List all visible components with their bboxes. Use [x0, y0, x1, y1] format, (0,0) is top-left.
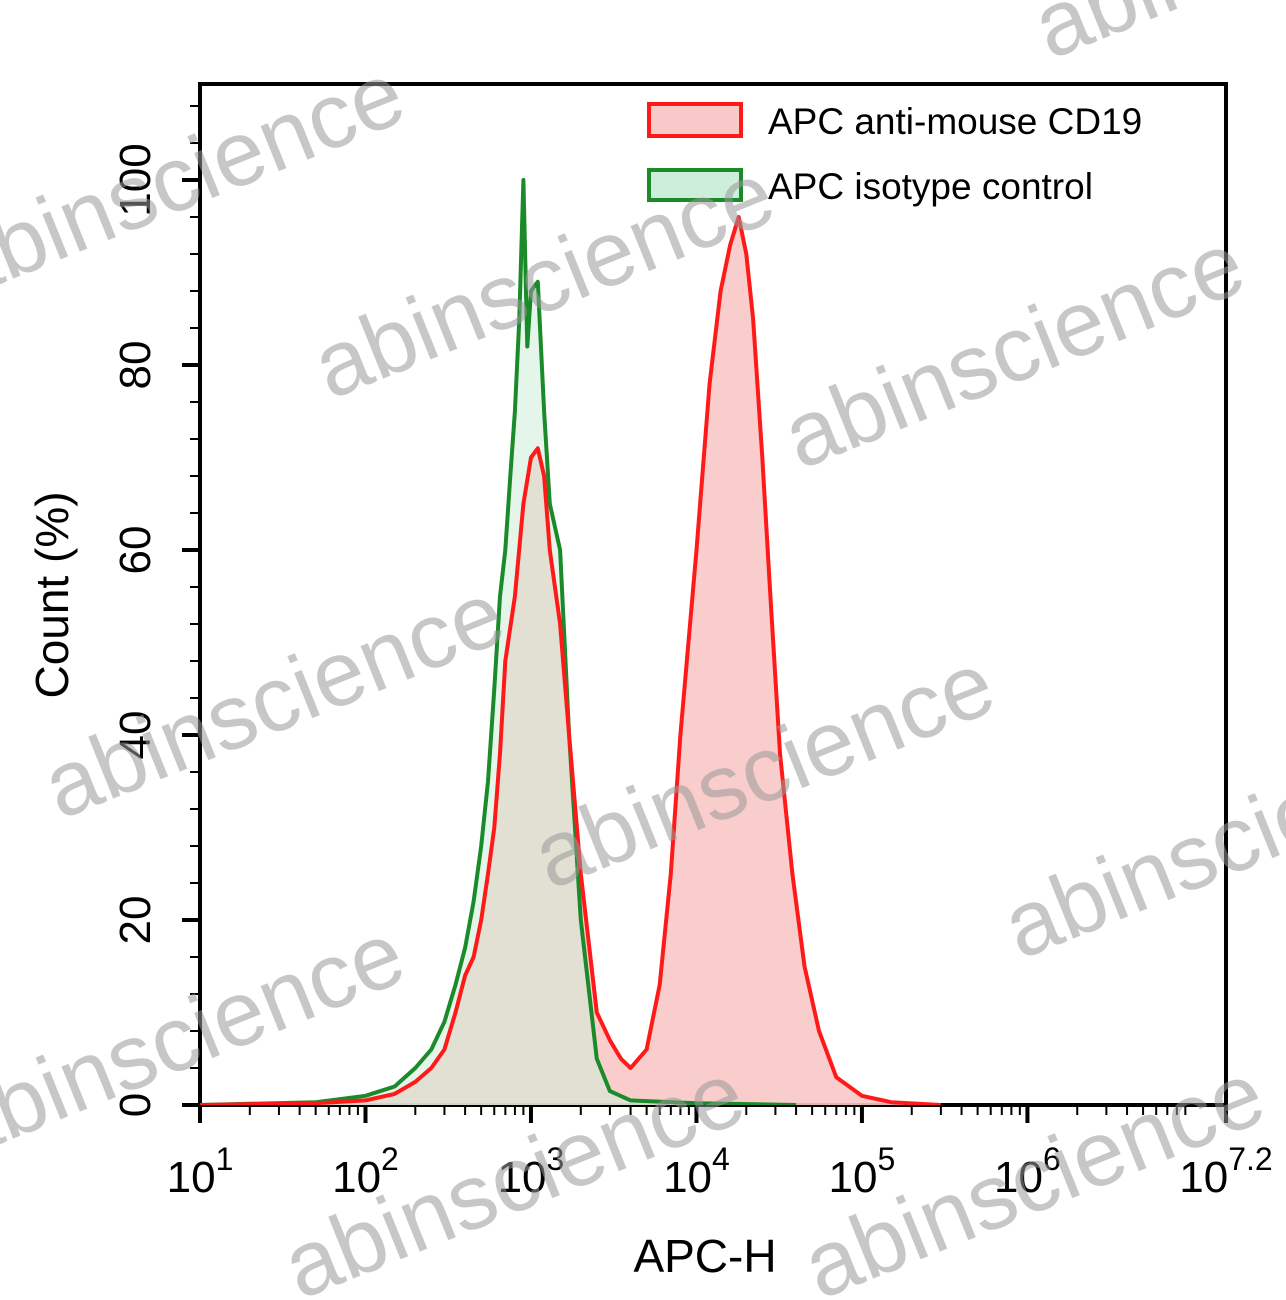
watermark-text: abinscience	[1019, 0, 1286, 79]
x-tick-label-exp: 1	[216, 1141, 234, 1177]
series-group	[200, 178, 942, 1105]
x-axis-title: APC-H	[633, 1230, 776, 1282]
y-tick-label: 60	[111, 526, 160, 575]
y-tick-label: 0	[111, 1093, 160, 1117]
x-tick-label-base: 10	[332, 1153, 381, 1202]
legend-label-apc-anti-mouse-cd19: APC anti-mouse CD19	[768, 101, 1142, 142]
x-tick-label-base: 10	[994, 1153, 1043, 1202]
x-tick-label-base: 10	[829, 1153, 878, 1202]
x-tick-label-base: 10	[498, 1153, 547, 1202]
x-tick-label-exp: 4	[712, 1141, 730, 1177]
x-tick-label-exp: 7.2	[1228, 1141, 1272, 1177]
x-tick-label-base: 10	[663, 1153, 712, 1202]
y-axis-title: Count (%)	[26, 491, 78, 698]
x-axis-ticks: 101 102 103 104 105 106 107.2	[167, 1105, 1273, 1202]
x-tick-label: 102	[332, 1141, 399, 1202]
x-tick-label: 106	[994, 1141, 1061, 1202]
y-tick-label: 20	[111, 896, 160, 945]
x-tick-label-exp: 6	[1043, 1141, 1061, 1177]
x-tick-label: 107.2	[1179, 1141, 1272, 1202]
x-tick-label-exp: 5	[878, 1141, 896, 1177]
y-tick-label: 80	[111, 341, 160, 390]
x-tick-label: 104	[663, 1141, 730, 1202]
x-tick-label-exp: 3	[547, 1141, 565, 1177]
x-tick-label-base: 10	[1179, 1153, 1228, 1202]
series-line-apc-anti-mouse-cd19	[200, 215, 942, 1105]
x-tick-label: 105	[829, 1141, 896, 1202]
x-tick-label: 101	[167, 1141, 234, 1202]
y-axis-ticks: 0 20 40 60 80 100	[111, 105, 200, 1117]
y-tick-label: 40	[111, 711, 160, 760]
x-tick-label-base: 10	[167, 1153, 216, 1202]
legend-swatch-apc-isotype-control	[647, 168, 743, 202]
legend-label-apc-isotype-control: APC isotype control	[768, 166, 1093, 207]
series-line-apc-isotype-control	[200, 178, 797, 1105]
legend-swatch-apc-anti-mouse-cd19	[647, 102, 743, 138]
x-tick-label-exp: 2	[381, 1141, 399, 1177]
y-tick-label: 100	[111, 143, 160, 216]
x-tick-label: 103	[498, 1141, 565, 1202]
legend: APC anti-mouse CD19 APC isotype control	[647, 101, 1142, 207]
series-area-apc-anti-mouse-cd19	[200, 217, 941, 1105]
